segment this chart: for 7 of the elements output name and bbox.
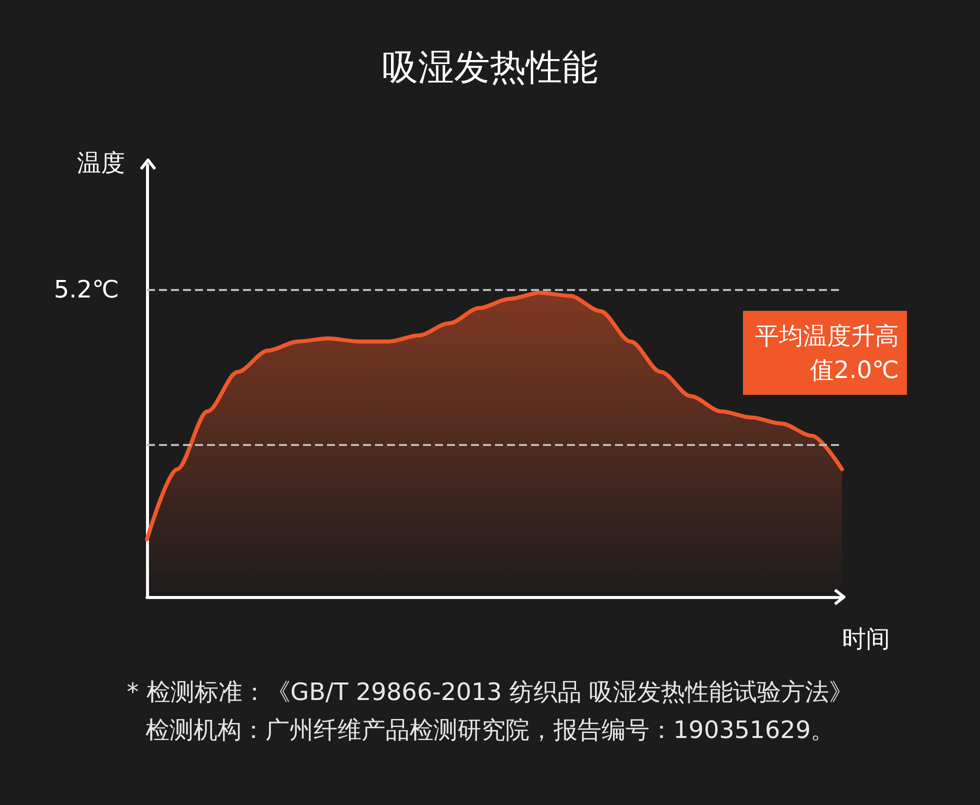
ref-line-label: 5.2℃ <box>54 276 119 304</box>
x-axis-title: 时间 <box>842 625 890 653</box>
text: * 检测标准：《GB/T 29866-2013 纺织品 吸湿发热性能试验方法》 <box>126 678 854 706</box>
chart-title: 吸湿发热性能 <box>382 48 598 88</box>
ref-line-label: 平均温度升高值2.0℃ <box>755 322 899 384</box>
y-axis-title: 温度 <box>77 149 125 177</box>
text: 检测机构：广州纤维产品检测研究院，报告编号：190351629。 <box>145 716 835 744</box>
